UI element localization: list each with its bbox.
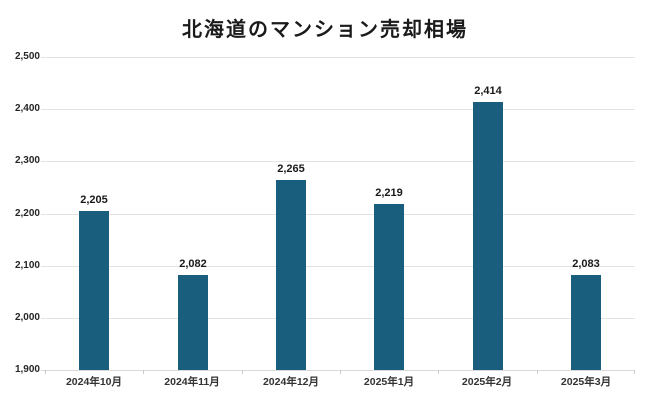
x-tick-label: 2024年10月 [65, 376, 123, 388]
axis-tick [242, 370, 243, 374]
gridline [41, 266, 635, 267]
x-tick-label: 2024年11月 [164, 376, 220, 388]
x-tick-label: 2024年12月 [262, 376, 320, 388]
y-tick-label: 1,900 [14, 364, 40, 375]
gridline [41, 161, 635, 162]
bar [571, 275, 601, 370]
x-tick-label: 2025年3月 [560, 376, 612, 388]
bar-value-label: 2,219 [375, 187, 403, 199]
axis-tick [537, 370, 538, 374]
gridline [41, 109, 635, 110]
axis-tick [45, 370, 46, 374]
axis-tick [143, 370, 144, 374]
y-tick-label: 2,500 [14, 51, 40, 62]
bar [473, 102, 503, 370]
x-tick-label: 2025年2月 [461, 376, 513, 388]
y-tick-label: 2,200 [14, 208, 40, 219]
bar [79, 211, 109, 370]
y-tick-label: 2,000 [14, 312, 40, 323]
y-tick-label: 2,400 [14, 103, 40, 114]
bar-value-label: 2,082 [179, 258, 207, 270]
bar [374, 204, 404, 370]
x-tick-label: 2025年1月 [363, 376, 415, 388]
bar [276, 180, 306, 370]
gridline [41, 214, 635, 215]
y-tick-label: 2,300 [14, 155, 40, 166]
bar [178, 275, 208, 370]
gridline [41, 57, 635, 58]
bar-value-label: 2,205 [80, 194, 108, 206]
bar-value-label: 2,414 [474, 85, 502, 97]
axis-tick [340, 370, 341, 374]
axis-tick [634, 370, 635, 374]
gridline [41, 318, 635, 319]
bar-value-label: 2,265 [277, 163, 305, 175]
gridline [41, 370, 635, 371]
plot-area: 2,205 2024年10月 2,082 2024年11月 2,265 2024年12月 2… [41, 57, 635, 388]
y-tick-label: 2,100 [14, 260, 40, 271]
bar-value-label: 2,083 [572, 258, 600, 270]
chart-title: 北海道のマンション売却相場 [182, 19, 468, 41]
axis-tick [438, 370, 439, 374]
